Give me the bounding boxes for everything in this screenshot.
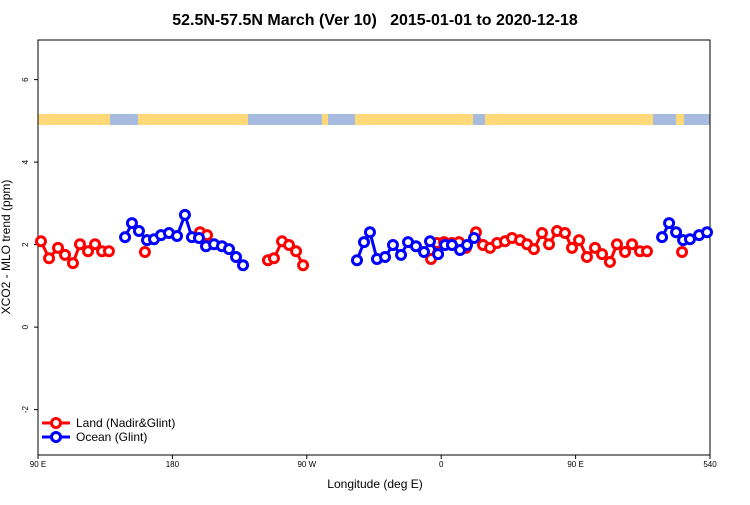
data-point [683,233,696,246]
data-point [192,232,205,245]
data-point [701,226,714,239]
data-point [461,239,474,252]
y-tick-label: 0 [21,324,30,329]
data-point [363,226,376,239]
land-mask-strip [38,114,710,125]
data-point [43,252,56,265]
data-point [119,231,132,244]
legend-label: Ocean (Glint) [76,430,147,444]
data-point [610,238,623,251]
legend-marker [50,417,62,429]
x-tick-label: 540 [703,460,717,469]
x-tick-label: 90 E [567,460,583,469]
data-point [589,241,602,254]
x-tick-label: 90 E [30,460,46,469]
x-axis-label: Longitude (deg E) [327,477,422,491]
chart-title: 52.5N-57.5N March (Ver 10) 2015-01-01 to… [172,12,578,29]
data-point [125,217,138,230]
legend-marker [50,431,62,443]
data-point [640,245,653,258]
data-point [580,250,593,263]
data-point [656,231,669,244]
data-point [543,238,556,251]
y-tick-label: 4 [21,159,30,164]
data-point [171,229,184,242]
data-point [138,246,151,259]
data-point [132,224,145,237]
data-point [395,248,408,261]
legend-label: Land (Nadir&Glint) [76,416,175,430]
data-point [566,241,579,254]
data-point [350,254,363,267]
data-point [178,208,191,221]
data-point [676,246,689,259]
data-point [468,232,481,245]
data-point [432,248,445,261]
data-point [89,238,102,251]
data-point [386,239,399,252]
data-point [663,217,676,230]
data-point [603,255,616,268]
data-point [558,227,571,240]
data-point [297,259,310,272]
y-tick-label: 6 [21,77,30,82]
data-point [573,234,586,247]
y-tick-label: 2 [21,242,30,247]
data-point [418,246,431,259]
data-point [424,235,436,248]
data-point [536,227,548,240]
data-point [626,238,639,251]
data-point [409,240,422,253]
data-point [66,257,79,270]
x-tick-label: 90 W [297,460,316,469]
data-point [379,250,392,263]
data-point [290,245,303,258]
data-point [222,243,235,256]
x-tick-label: 0 [439,460,444,469]
data-point [670,226,683,239]
data-point [267,252,280,265]
data-point [357,236,370,249]
x-tick-label: 180 [166,460,180,469]
data-point [82,245,95,258]
data-point [34,235,47,248]
data-point [283,239,296,252]
data-point [445,239,458,252]
data-point [52,241,65,254]
data-point [237,259,250,272]
data-point [527,243,540,256]
y-axis-label: XCO2 - MLO trend (ppm) [0,180,13,315]
y-tick-label: -2 [21,406,30,414]
data-point [230,250,243,263]
data-point [59,248,72,261]
data-point [596,248,609,261]
data-point [619,246,632,259]
plot-frame [37,39,711,456]
data-point [73,238,86,251]
data-point [102,245,115,258]
